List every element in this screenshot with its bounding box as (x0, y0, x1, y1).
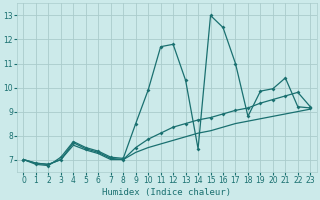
X-axis label: Humidex (Indice chaleur): Humidex (Indice chaleur) (102, 188, 231, 197)
